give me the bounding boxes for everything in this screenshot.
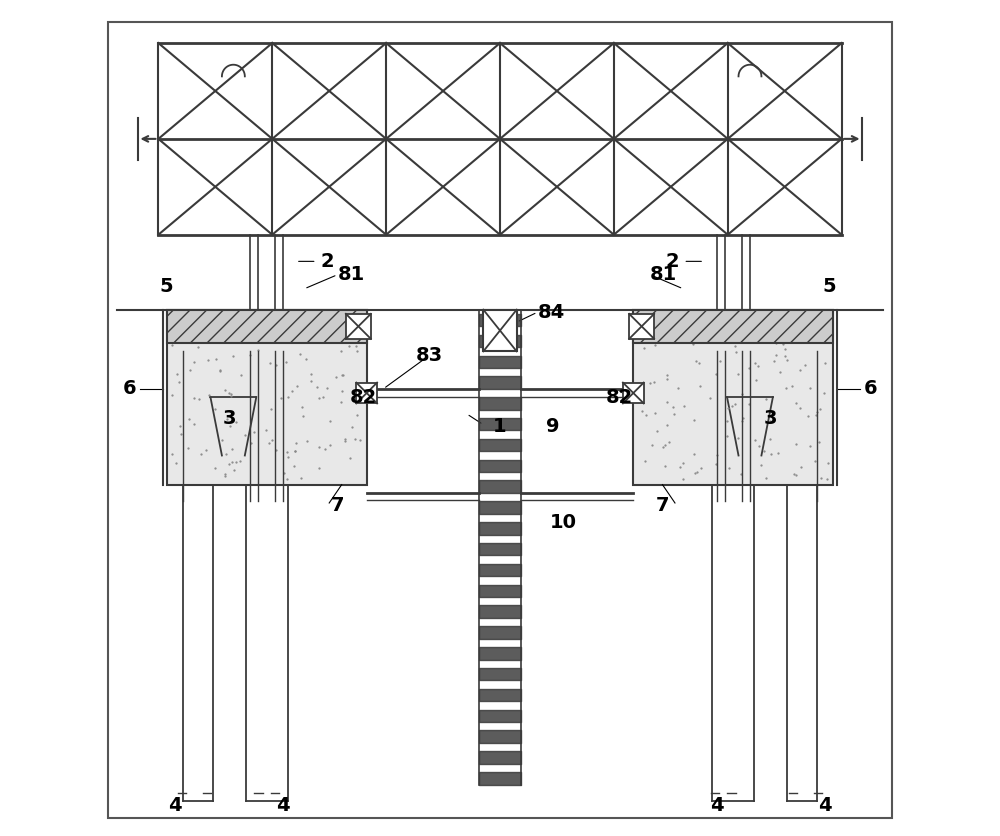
Bar	[483, 309, 517, 351]
Text: 6: 6	[864, 380, 878, 398]
Text: 5: 5	[160, 277, 174, 296]
Bar	[167, 309, 367, 343]
Text: 2: 2	[321, 252, 334, 271]
Bar	[633, 309, 833, 343]
Text: 7: 7	[331, 496, 344, 515]
Text: 3: 3	[764, 409, 778, 427]
Text: 2: 2	[666, 252, 679, 271]
Bar	[346, 314, 371, 339]
Text: 3: 3	[222, 409, 236, 427]
Text: 84: 84	[537, 303, 565, 322]
Text: 83: 83	[416, 346, 443, 365]
Text: 4: 4	[168, 796, 182, 815]
Bar	[167, 309, 367, 485]
Text: 81: 81	[650, 265, 677, 284]
Bar	[623, 383, 644, 404]
Text: 4: 4	[277, 796, 290, 815]
Bar	[356, 383, 377, 404]
Text: 4: 4	[710, 796, 723, 815]
Text: 82: 82	[606, 388, 633, 406]
Text: 10: 10	[550, 512, 577, 532]
Bar	[629, 314, 654, 339]
Text: 5: 5	[822, 277, 836, 296]
Text: 82: 82	[350, 388, 377, 406]
Text: 6: 6	[122, 380, 136, 398]
Text: 1: 1	[493, 417, 507, 436]
Text: 7: 7	[656, 496, 669, 515]
Text: 9: 9	[546, 417, 559, 436]
Text: 81: 81	[338, 265, 365, 284]
Text: 4: 4	[818, 796, 832, 815]
Bar	[633, 309, 833, 485]
